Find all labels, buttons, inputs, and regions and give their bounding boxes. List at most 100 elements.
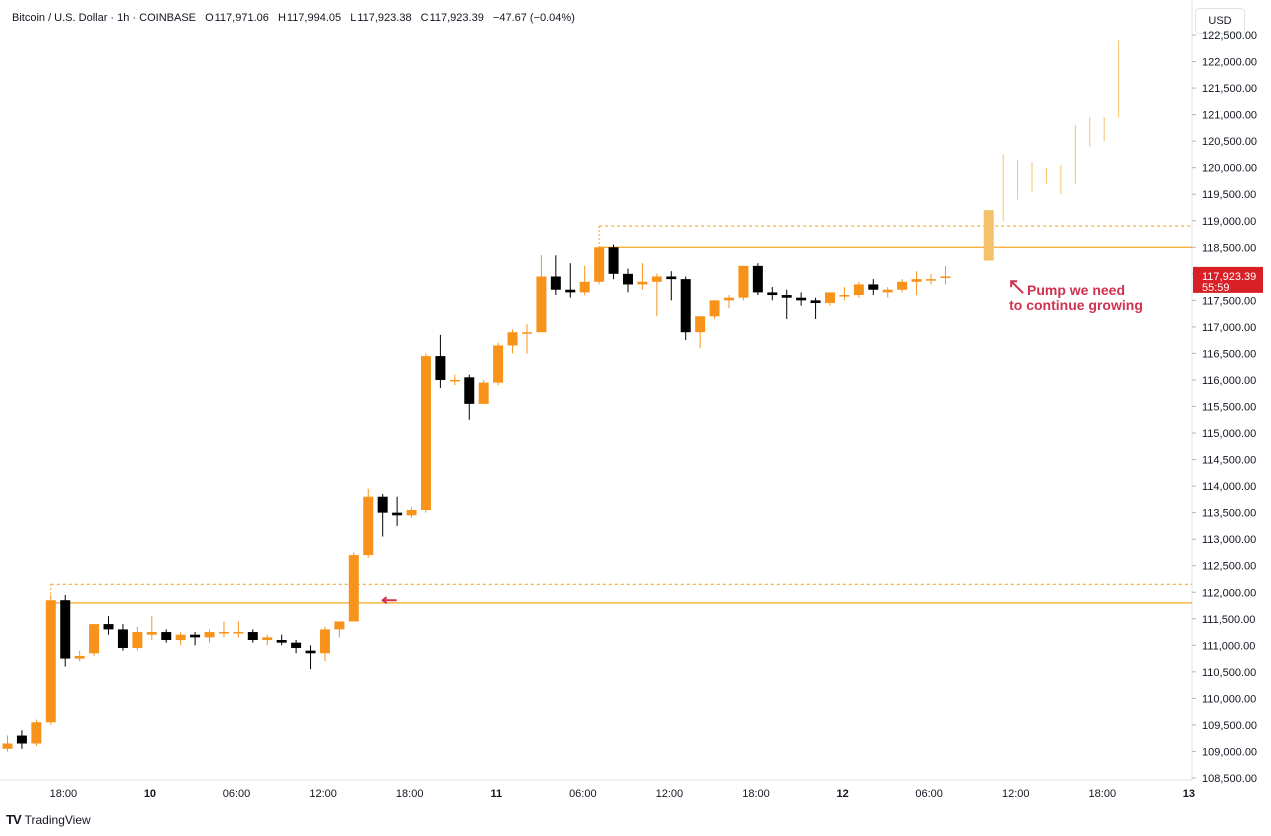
price-tick-label: 109,000.00 <box>1202 746 1257 758</box>
price-tick-label: 119,000.00 <box>1202 216 1256 228</box>
time-tick-label: 12:00 <box>1002 788 1030 800</box>
candle-body <box>132 632 143 648</box>
time-tick-label: 10 <box>144 788 156 800</box>
candle-body <box>291 642 302 648</box>
price-tick-label: 110,000.00 <box>1202 693 1256 705</box>
high-value: 117,994.05 <box>286 12 342 24</box>
candle-body <box>190 634 201 638</box>
candle-body <box>420 356 431 510</box>
price-tick-label: 122,000.00 <box>1202 57 1257 69</box>
time-tick-label: 13 <box>1183 788 1195 800</box>
candle-body <box>897 281 908 290</box>
price-tick-label: 111,000.00 <box>1202 640 1255 652</box>
candle-body <box>940 276 951 278</box>
candle-body <box>262 637 273 641</box>
price-change: −47.67 (−0.04%) <box>492 12 575 24</box>
open-value: 117,971.06 <box>214 12 269 24</box>
time-tick-label: 06:00 <box>569 788 597 800</box>
annotation-line-2: to continue growing <box>1009 297 1143 313</box>
candle-body <box>2 743 13 749</box>
candle-body <box>709 300 720 317</box>
annotation-line-1: Pump we need <box>1027 282 1125 298</box>
level-lines <box>50 225 1192 604</box>
price-tick-label: 114,000.00 <box>1202 481 1256 493</box>
candle-body <box>60 600 71 659</box>
candle-body <box>608 247 619 274</box>
candle-body <box>435 356 446 380</box>
price-tick-label: 116,500.00 <box>1202 348 1256 360</box>
candle-body <box>117 629 128 648</box>
candle-body <box>363 496 374 556</box>
candle-body <box>161 632 172 641</box>
candle-body <box>550 276 561 290</box>
candle-body <box>594 247 605 282</box>
price-tick-label: 110,500.00 <box>1202 667 1256 679</box>
price-tick-label: 119,500.00 <box>1202 189 1256 201</box>
price-tick-label: 112,500.00 <box>1202 561 1256 573</box>
candle-body <box>146 632 157 635</box>
candle-body <box>247 632 258 641</box>
projection-candles <box>983 40 1120 261</box>
candle-body <box>449 379 460 382</box>
candle-body <box>493 345 504 383</box>
candle-body <box>319 629 330 654</box>
candle-body <box>695 316 706 333</box>
candle-body <box>579 281 590 293</box>
time-tick-label: 06:00 <box>915 788 943 800</box>
candle-body <box>521 332 532 334</box>
candle-body <box>218 632 229 634</box>
candles <box>2 244 951 752</box>
time-tick-label: 18:00 <box>742 788 770 800</box>
candle-body <box>406 509 417 516</box>
chart-header: Bitcoin / U.S. Dollar · 1h · COINBASE O1… <box>12 12 581 24</box>
last-price-label: 117,923.39 <box>1202 271 1256 283</box>
price-tick-label: 114,500.00 <box>1202 455 1256 467</box>
candle-body <box>781 295 792 298</box>
price-axis[interactable]: 108,500.00 109,000.00 109,500.00 110,000.00… <box>1191 0 1263 785</box>
candle-body <box>565 289 576 293</box>
price-tick-label: 115,000.00 <box>1202 428 1256 440</box>
price-tick-label: 113,000.00 <box>1202 534 1256 546</box>
candle-body <box>334 621 345 630</box>
price-tick-label: 117,500.00 <box>1202 295 1256 307</box>
price-tick-label: 122,500.00 <box>1202 30 1257 42</box>
candle-body <box>276 640 287 643</box>
currency-selector[interactable]: USD <box>1195 8 1245 34</box>
candle-body <box>825 292 836 304</box>
candle-body <box>637 281 648 285</box>
candle-body <box>796 297 807 301</box>
close-value: 117,923.39 <box>429 12 484 24</box>
close-label: C <box>420 12 429 24</box>
candle-body <box>348 555 359 622</box>
candle-body <box>478 382 489 404</box>
candle-body <box>882 289 893 293</box>
candle-body <box>839 295 850 297</box>
candle-body <box>810 300 821 304</box>
candle-body <box>536 276 547 333</box>
price-tick-label: 112,000.00 <box>1202 587 1256 599</box>
candle-body <box>622 273 633 285</box>
price-tick-label: 109,500.00 <box>1202 720 1257 732</box>
footer: TV TradingView <box>6 812 91 827</box>
tradingview-logo-icon[interactable]: TV <box>6 812 22 827</box>
price-tick-label: 115,500.00 <box>1202 402 1256 414</box>
candle-body <box>392 512 403 516</box>
last-price-tag <box>1193 266 1263 293</box>
countdown-label: 55:59 <box>1202 282 1230 294</box>
low-label: L <box>350 12 357 24</box>
price-tick-label: 120,000.00 <box>1202 163 1257 175</box>
time-axis[interactable]: 18:00 10 06:00 12:00 18:00 11 06:00 12:00 18:00 1… <box>0 779 1195 800</box>
arrow-left-icon <box>381 596 397 605</box>
price-tick-label: 118,500.00 <box>1202 242 1256 254</box>
candle-body <box>74 655 85 659</box>
low-value: 117,923.38 <box>357 12 412 24</box>
price-tick-label: 117,000.00 <box>1202 322 1256 334</box>
time-tick-label: 06:00 <box>223 788 251 800</box>
price-tick-label: 108,500.00 <box>1202 773 1257 785</box>
time-tick-label: 12:00 <box>656 788 684 800</box>
candle-body <box>666 276 677 280</box>
candle-body <box>853 284 864 296</box>
open-label: O <box>205 12 214 24</box>
